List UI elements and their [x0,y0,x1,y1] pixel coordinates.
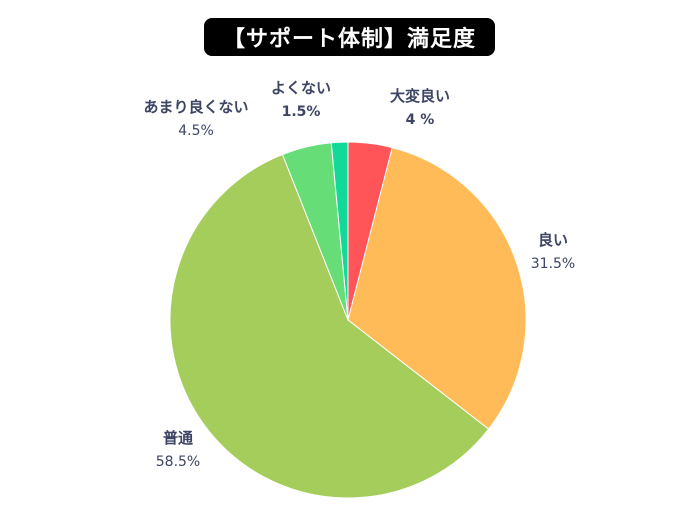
label-value: 58.5% [155,454,201,470]
pie-slice [169,153,490,499]
pie-slice [347,146,527,430]
chart-title-box: 【サポート体制】満足度 [204,18,495,56]
label-name: 普通 [162,429,194,447]
label-value: 4 % [405,112,435,128]
pie-slice [330,141,349,321]
label-very-good: 大変良い 4 % [390,84,450,132]
label-normal: 普通 58.5% [156,426,200,474]
label-value: 4.5% [178,123,214,139]
label-name: よくない [270,79,332,97]
label-value: 31.5% [530,256,576,272]
label-name: 良い [537,231,569,249]
label-not-very-good: あまり良くない 4.5% [143,95,248,143]
label-name: 大変良い [389,87,451,105]
label-good: 良い 31.5% [531,228,575,276]
label-value: 1.5% [281,104,321,120]
pie-slices [169,141,527,499]
label-name: あまり良くない [143,98,249,116]
label-not-good: よくない 1.5% [271,76,331,124]
chart-title: 【サポート体制】満足度 [222,27,476,52]
